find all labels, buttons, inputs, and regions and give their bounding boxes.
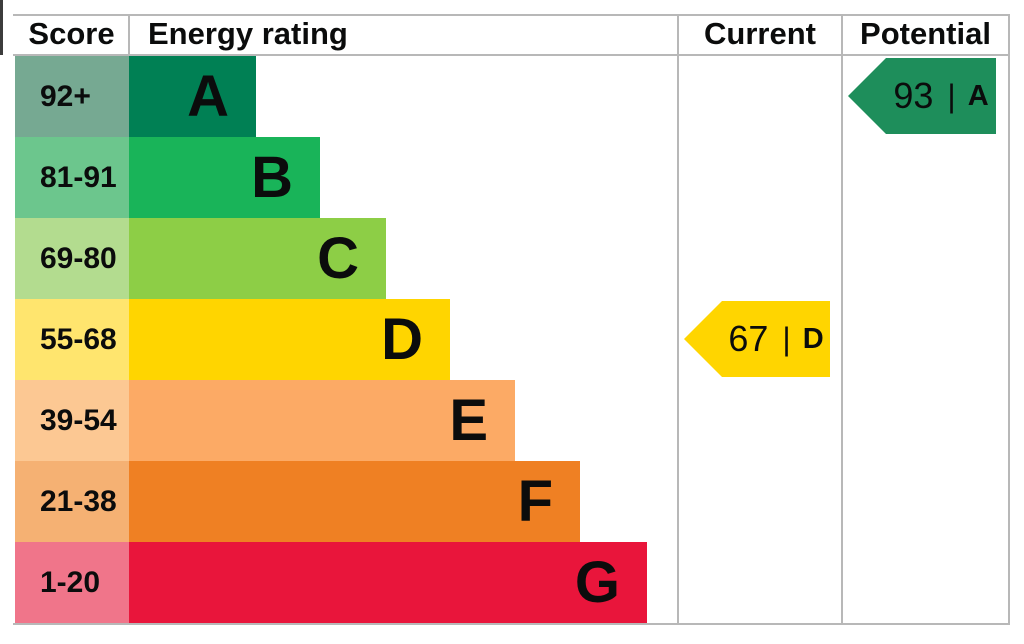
score-cell-c: 69-80: [15, 218, 129, 299]
left-edge-mark: [0, 0, 3, 55]
left-pointing-arrow-icon: [684, 301, 830, 377]
table-top-border: [13, 14, 1009, 16]
left-pointing-arrow-icon: [848, 58, 996, 134]
potential-column-separator: [841, 14, 843, 625]
table-bottom-border: [13, 623, 1009, 625]
rating-row-g: 1-20 G: [0, 542, 1024, 623]
potential-rating-text: 93 | A: [886, 58, 996, 134]
band-letter-g: G: [574, 550, 620, 615]
rating-bar-d: D: [129, 299, 450, 380]
current-rating-letter: D: [802, 322, 824, 355]
score-range-d: 55-68: [40, 322, 117, 356]
energy-rating-column-header: Energy rating: [148, 16, 348, 51]
rating-row-a: 92+ A: [0, 56, 1024, 137]
score-cell-e: 39-54: [15, 380, 129, 461]
band-letter-c: C: [317, 226, 359, 291]
band-letter-d: D: [381, 307, 423, 372]
score-range-e: 39-54: [40, 403, 117, 437]
divider: |: [947, 77, 956, 114]
header-underline: [13, 54, 1009, 56]
rating-row-e: 39-54 E: [0, 380, 1024, 461]
score-cell-b: 81-91: [15, 137, 129, 218]
score-range-c: 69-80: [40, 241, 117, 275]
band-letter-b: B: [251, 145, 293, 210]
potential-rating-arrow: 93 | A: [848, 58, 996, 134]
score-range-f: 21-38: [40, 484, 117, 518]
score-cell-d: 55-68: [15, 299, 129, 380]
score-range-g: 1-20: [40, 565, 101, 599]
table-right-border: [1008, 14, 1010, 625]
score-column-header: Score: [28, 16, 115, 51]
rating-row-f: 21-38 F: [0, 461, 1024, 542]
rating-bar-b: B: [129, 137, 320, 218]
score-column-separator: [128, 14, 130, 56]
band-letter-f: F: [517, 469, 553, 534]
rating-bar-e: E: [129, 380, 515, 461]
rating-bar-g: G: [129, 542, 647, 623]
potential-score-value: 93: [893, 75, 934, 116]
rating-row-c: 69-80 C: [0, 218, 1024, 299]
rating-bar-c: C: [129, 218, 386, 299]
rating-bar-f: F: [129, 461, 580, 542]
divider: |: [782, 320, 791, 357]
potential-rating-letter: A: [967, 79, 989, 112]
band-letter-a: A: [187, 64, 229, 129]
rating-bar-a: A: [129, 56, 256, 137]
rating-row-b: 81-91 B: [0, 137, 1024, 218]
current-score-value: 67: [728, 318, 769, 359]
current-column-header: Current: [704, 16, 816, 51]
score-range-b: 81-91: [40, 160, 117, 194]
potential-column-header: Potential: [860, 16, 991, 51]
band-letter-e: E: [449, 388, 488, 453]
rating-row-d: 55-68 D: [0, 299, 1024, 380]
current-rating-arrow: 67 | D: [684, 301, 830, 377]
score-cell-f: 21-38: [15, 461, 129, 542]
score-cell-g: 1-20: [15, 542, 129, 623]
current-rating-text: 67 | D: [722, 301, 830, 377]
current-column-separator: [677, 14, 679, 625]
score-cell-a: 92+: [15, 56, 129, 137]
score-range-a: 92+: [40, 79, 91, 113]
